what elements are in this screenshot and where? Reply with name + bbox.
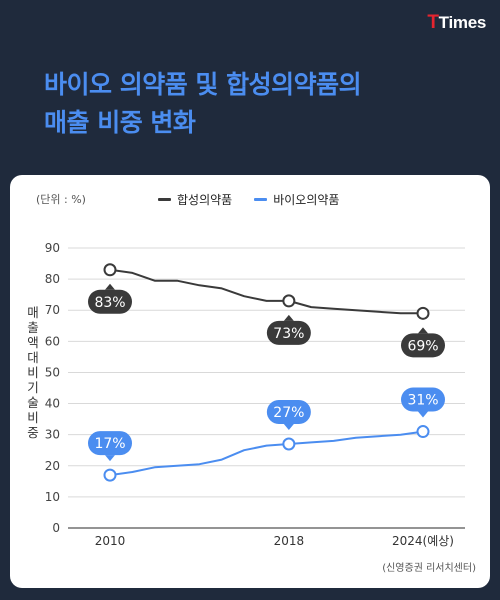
data-label: 27% [273, 405, 304, 421]
y-tick-label: 20 [45, 459, 60, 473]
y-tick-label: 90 [45, 241, 60, 255]
y-tick-label: 0 [52, 521, 60, 535]
y-tick-label: 40 [45, 397, 60, 411]
unit-note: (단위 : %) [36, 193, 86, 206]
callout-bubble [266, 400, 311, 424]
source-note: (신영증권 리서치센터) [382, 563, 476, 574]
legend-swatch-synthetic [158, 198, 171, 201]
y-tick-label: 60 [45, 334, 60, 348]
x-tick-label: 2024(예상) [392, 534, 454, 548]
data-label: 83% [94, 295, 125, 311]
callout-pointer [283, 314, 294, 321]
data-point [282, 294, 296, 308]
legend-item-bio: 바이오의약품 [254, 191, 339, 208]
callout-bubble [88, 431, 132, 456]
data-point [416, 425, 430, 439]
callout-bubble [88, 289, 132, 314]
y-tick-label: 80 [45, 272, 60, 286]
callout-bubble [266, 320, 311, 345]
data-point [103, 263, 117, 277]
y-tick-label: 50 [45, 365, 60, 379]
legend-item-synthetic: 합성의약품 [158, 191, 232, 208]
headline-line-2: 매출 비중 변화 [44, 108, 196, 137]
x-tick-label: 2018 [274, 534, 305, 548]
callout-pointer [105, 283, 115, 290]
legend-label-bio: 바이오의약품 [273, 193, 340, 207]
y-tick-label: 30 [45, 428, 60, 442]
headline-line-1: 바이오 의약품 및 합성의약품의 [44, 70, 362, 99]
callout-pointer [283, 424, 294, 430]
logo-accent: T [427, 12, 439, 33]
times-logo: TTimes [427, 12, 486, 34]
callout-pointer [105, 455, 115, 462]
headline: 바이오 의약품 및 합성의약품의 매출 비중 변화 [44, 66, 362, 142]
y-tick-label: 10 [45, 490, 60, 504]
legend: 합성의약품 바이오의약품 [158, 191, 339, 208]
callout-pointer [418, 411, 428, 418]
data-point [282, 437, 296, 451]
legend-label-synthetic: 합성의약품 [177, 193, 233, 207]
legend-swatch-bio [254, 198, 268, 201]
data-label: 31% [407, 393, 438, 409]
data-label: 17% [94, 436, 125, 452]
data-point [103, 468, 117, 482]
data-point [416, 306, 430, 320]
series-line-bio [109, 430, 424, 477]
data-label: 69% [407, 338, 438, 354]
series-line-synthetic [109, 268, 423, 315]
line-chart: 0 10 20 30 40 50 60 70 80 90 2010 2018 2024(예상) 83% 73… [45, 241, 465, 548]
y-axis-label: 매출액 대비 기술비중 [27, 305, 39, 440]
callout-bubble [401, 333, 445, 358]
data-label: 73% [273, 326, 304, 342]
y-tick-label: 70 [45, 303, 60, 317]
callout-bubble [401, 387, 445, 412]
x-tick-label: 2010 [95, 534, 126, 548]
chart-card: (단위 : %) 합성의약품 바이오의약품 매출액 대비 기술비중 0 10 20 3… [10, 175, 490, 588]
callout-pointer [418, 327, 428, 334]
logo-text: Times [438, 13, 487, 32]
